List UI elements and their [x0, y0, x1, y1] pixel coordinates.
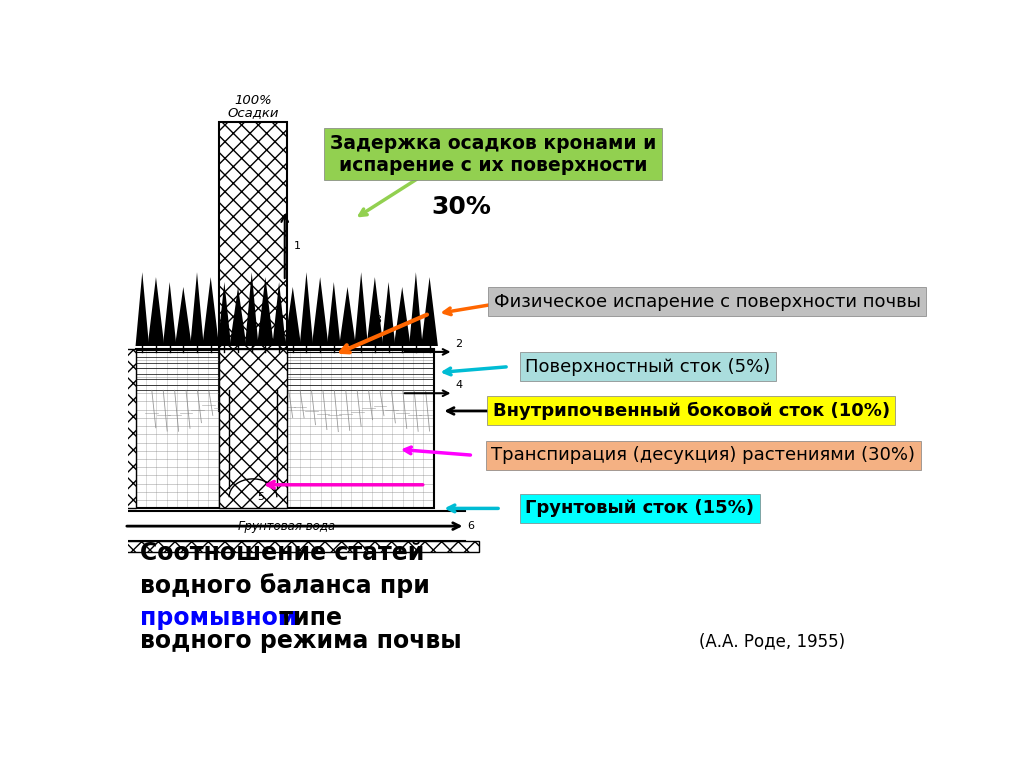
Text: 1: 1 — [294, 241, 301, 251]
Polygon shape — [203, 277, 219, 346]
Polygon shape — [327, 282, 341, 346]
Polygon shape — [175, 287, 191, 346]
Text: водного режима почвы: водного режима почвы — [140, 629, 462, 653]
Bar — [219, 349, 287, 509]
Text: Внутрипочвенный боковой сток (10%): Внутрипочвенный боковой сток (10%) — [493, 402, 890, 420]
Polygon shape — [245, 272, 258, 346]
Text: промывном: промывном — [140, 606, 297, 630]
Polygon shape — [163, 282, 176, 346]
Polygon shape — [135, 272, 150, 346]
Text: Транспирация (десукция) растениями (30%): Транспирация (десукция) растениями (30%) — [492, 446, 915, 464]
Polygon shape — [285, 287, 301, 346]
Text: Соотношение статей: Соотношение статей — [140, 541, 424, 565]
Text: Осадки: Осадки — [227, 106, 279, 119]
Text: Грунтовая вода: Грунтовая вода — [239, 519, 335, 532]
Polygon shape — [410, 272, 423, 346]
Polygon shape — [272, 282, 286, 346]
Polygon shape — [218, 282, 231, 346]
Bar — [124, 349, 136, 509]
Polygon shape — [367, 277, 383, 346]
Bar — [136, 349, 433, 509]
Polygon shape — [339, 287, 355, 346]
Text: (А.А. Роде, 1955): (А.А. Роде, 1955) — [699, 632, 846, 650]
Text: 30%: 30% — [431, 196, 492, 219]
Polygon shape — [300, 272, 313, 346]
Polygon shape — [382, 282, 395, 346]
Polygon shape — [311, 277, 329, 346]
Text: 100%: 100% — [234, 94, 271, 107]
Text: 3: 3 — [374, 315, 381, 325]
Text: Поверхностный сток (5%): Поверхностный сток (5%) — [525, 357, 770, 376]
Bar — [110, 541, 479, 551]
Polygon shape — [147, 277, 164, 346]
Text: 6: 6 — [467, 521, 474, 531]
Polygon shape — [421, 277, 438, 346]
Polygon shape — [190, 272, 204, 346]
Polygon shape — [257, 277, 273, 346]
Text: типе: типе — [270, 606, 342, 630]
Text: Физическое испарение с поверхности почвы: Физическое испарение с поверхности почвы — [494, 293, 921, 311]
Polygon shape — [229, 287, 247, 346]
Text: Грунтовый сток (15%): Грунтовый сток (15%) — [525, 499, 755, 518]
Bar — [110, 512, 124, 541]
Bar — [219, 122, 287, 411]
Text: водного баланса при: водного баланса при — [140, 573, 430, 597]
Text: Задержка осадков кронами и
испарение с их поверхности: Задержка осадков кронами и испарение с и… — [330, 133, 656, 175]
Polygon shape — [394, 287, 411, 346]
Text: 4: 4 — [455, 380, 462, 390]
Text: 2: 2 — [455, 339, 462, 349]
Text: 5: 5 — [257, 492, 264, 502]
Polygon shape — [354, 272, 368, 346]
